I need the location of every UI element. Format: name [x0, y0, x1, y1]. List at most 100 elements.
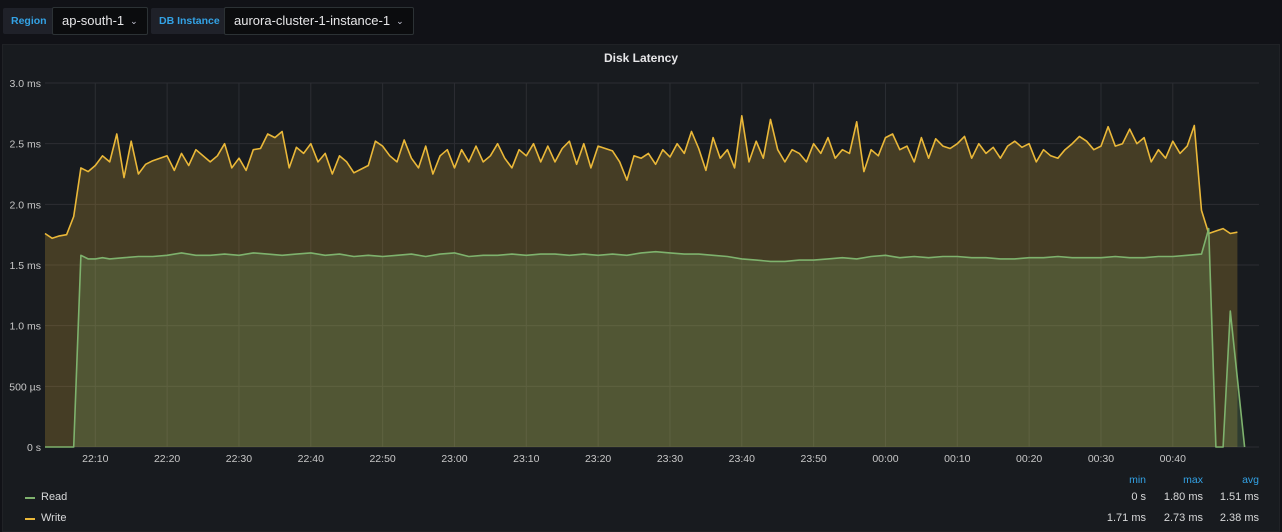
- write-data-point: [625, 179, 628, 182]
- write-data-point: [697, 147, 700, 150]
- write-data-point: [209, 160, 212, 163]
- x-tick-label: 23:50: [800, 453, 826, 465]
- read-data-point: [496, 254, 499, 257]
- write-data-point: [252, 148, 255, 151]
- latency-graph[interactable]: 0 s 500 µs 1.0 ms 1.5 ms 2.0 ms 2.5 ms 3.0 ms 2…: [3, 45, 1279, 531]
- write-data-point: [769, 118, 772, 121]
- legend-series-name[interactable]: Read: [41, 491, 68, 503]
- read-data-point: [956, 255, 959, 258]
- read-data-point: [625, 254, 628, 257]
- write-data-point: [166, 154, 169, 157]
- y-tick-label: 2.5 ms: [9, 139, 41, 151]
- read-data-point: [101, 256, 104, 259]
- write-data-point: [338, 154, 341, 157]
- read-data-point: [755, 259, 758, 262]
- legend-row-read[interactable]: Read 0 s 1.80 ms 1.51 ms: [3, 489, 1279, 509]
- read-data-point: [209, 254, 212, 257]
- write-data-point: [984, 152, 987, 155]
- write-data-point: [719, 157, 722, 160]
- write-data-point: [51, 237, 54, 240]
- write-data-point: [1042, 148, 1045, 151]
- write-data-point: [805, 160, 808, 163]
- write-data-point: [884, 136, 887, 139]
- legend-avg-value: 1.51 ms: [1219, 491, 1259, 503]
- legend-series-name[interactable]: Write: [41, 512, 67, 524]
- write-data-point: [43, 232, 46, 235]
- read-data-point: [1171, 255, 1174, 258]
- read-series-swatch[interactable]: [25, 497, 35, 499]
- db-instance-select[interactable]: aurora-cluster-1-instance-1 ⌄: [224, 7, 414, 35]
- write-data-point: [848, 152, 851, 155]
- read-data-point: [1056, 255, 1059, 258]
- write-data-point: [532, 142, 535, 145]
- write-data-point: [1020, 146, 1023, 149]
- write-series-line: [44, 115, 1238, 240]
- write-data-point: [309, 142, 312, 145]
- read-series-area: [45, 228, 1245, 447]
- write-data-point: [561, 147, 564, 150]
- write-series-swatch[interactable]: [25, 518, 35, 520]
- write-data-point: [510, 166, 513, 169]
- write-data-point: [683, 152, 686, 155]
- write-data-point: [970, 157, 973, 160]
- write-data-point: [733, 166, 736, 169]
- read-data-point: [1229, 310, 1232, 313]
- write-data-point: [431, 172, 434, 175]
- y-tick-label: 2.0 ms: [9, 199, 41, 211]
- read-data-point: [798, 259, 801, 262]
- write-data-point: [230, 166, 233, 169]
- read-data-point: [281, 254, 284, 257]
- write-data-point: [1222, 227, 1225, 230]
- y-tick-label: 0 s: [27, 442, 41, 454]
- write-data-point: [539, 160, 542, 163]
- write-data-point: [704, 169, 707, 172]
- write-data-point: [180, 152, 183, 155]
- region-label: Region: [3, 8, 55, 34]
- x-tick-label: 23:10: [513, 453, 539, 465]
- read-data-point: [941, 255, 944, 258]
- read-data-point: [467, 255, 470, 258]
- write-data-point: [582, 142, 585, 145]
- read-data-point: [1128, 256, 1131, 259]
- write-data-point: [223, 142, 226, 145]
- read-data-point: [884, 254, 887, 257]
- write-data-point: [927, 157, 930, 160]
- write-data-point: [791, 148, 794, 151]
- read-data-point: [1214, 445, 1217, 448]
- write-data-point: [992, 146, 995, 149]
- legend-row-write[interactable]: Write 1.71 ms 2.73 ms 2.38 ms: [3, 510, 1279, 530]
- write-data-point: [913, 160, 916, 163]
- read-data-point: [740, 257, 743, 260]
- write-data-point: [568, 140, 571, 143]
- write-data-point: [216, 154, 219, 157]
- write-data-point: [1006, 145, 1009, 148]
- read-data-point: [65, 445, 68, 448]
- write-data-point: [1214, 229, 1217, 232]
- read-data-point: [1071, 256, 1074, 259]
- write-data-point: [410, 157, 413, 160]
- read-data-point: [1200, 253, 1203, 256]
- write-data-point: [999, 157, 1002, 160]
- write-data-point: [977, 142, 980, 145]
- panel-title[interactable]: Disk Latency: [603, 51, 679, 65]
- x-tick-label: 22:50: [369, 453, 395, 465]
- write-data-point: [489, 154, 492, 157]
- write-data-point: [1078, 135, 1081, 138]
- write-data-point: [130, 140, 133, 143]
- read-data-point: [1085, 256, 1088, 259]
- read-data-point: [1143, 256, 1146, 259]
- write-data-point: [934, 137, 937, 140]
- read-data-point: [726, 255, 729, 258]
- region-select[interactable]: ap-south-1 ⌄: [52, 7, 148, 35]
- read-data-point: [223, 253, 226, 256]
- legend-min-value: 1.71 ms: [1106, 512, 1146, 524]
- write-data-point: [302, 152, 305, 155]
- write-data-point: [173, 169, 176, 172]
- legend-max-value: 2.73 ms: [1163, 512, 1203, 524]
- write-data-point: [424, 145, 427, 148]
- chevron-down-icon: ⌄: [130, 16, 138, 26]
- write-data-point: [1157, 148, 1160, 151]
- write-data-point: [963, 135, 966, 138]
- read-data-point: [640, 251, 643, 254]
- write-data-point: [553, 160, 556, 163]
